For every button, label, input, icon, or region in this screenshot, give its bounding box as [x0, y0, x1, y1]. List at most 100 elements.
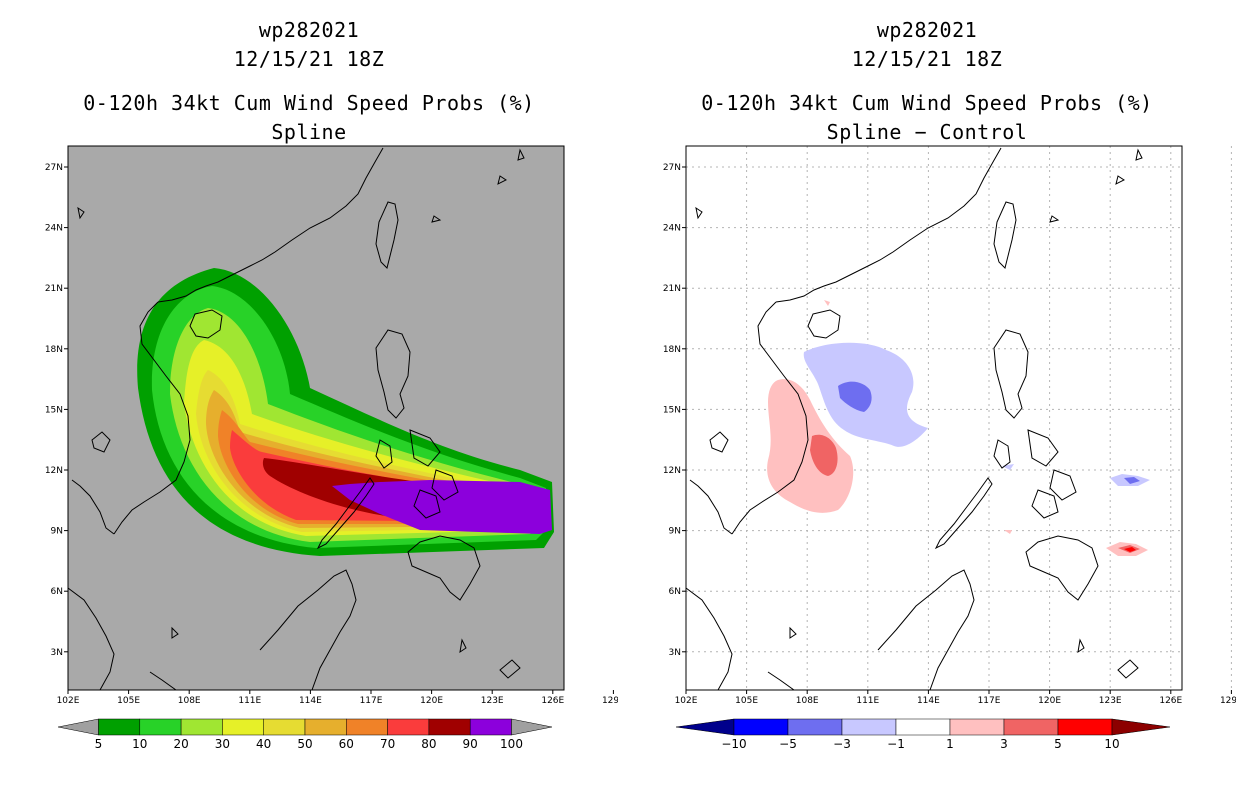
colorbar-segment: [469, 718, 512, 736]
colorbar-label: 40: [256, 737, 271, 751]
lon-axis: 102E 105E 108E 111E 114E 117E 120E 123E 126E 129E: [57, 690, 618, 706]
map-background: [686, 146, 1182, 690]
colorbar-segment: [949, 718, 1005, 736]
probability-swath: [137, 268, 554, 556]
colorbar-label: −10: [721, 737, 746, 751]
lat-label: 3N: [669, 648, 681, 658]
colorbar-label: −5: [779, 737, 797, 751]
lon-label: 117E: [360, 696, 383, 706]
colorbar-label: 90: [463, 737, 478, 751]
lat-label: 12N: [663, 466, 681, 476]
colorbar-segment: [304, 718, 347, 736]
subtitle: Spline − Control: [826, 120, 1028, 144]
subtitle: Spline: [271, 120, 347, 144]
colorbar-segment: [895, 718, 951, 736]
colorbar-segment: [733, 718, 789, 736]
colorbar-label: 70: [380, 737, 395, 751]
lat-label: 6N: [51, 587, 63, 597]
colorbar-segment: [263, 718, 306, 736]
left-map-svg: 27N 24N 21N 18N 15N 12N 9N 6N 3N 102E 105E 108E 111…: [45, 145, 618, 751]
lon-label: 123E: [1099, 696, 1122, 706]
lat-label: 21N: [663, 284, 681, 294]
colorbar-arrow-low: [675, 718, 735, 736]
colorbar-label: −1: [887, 737, 905, 751]
colorbar-label: 5: [1054, 737, 1062, 751]
lat-label: 15N: [45, 405, 63, 415]
lat-label: 18N: [663, 345, 681, 355]
colorbar-label: 10: [1104, 737, 1119, 751]
difference-contours: [767, 300, 1150, 556]
storm-id: wp282021: [258, 18, 360, 42]
lat-label: 15N: [663, 405, 681, 415]
lon-label: 114E: [299, 696, 322, 706]
lon-label: 108E: [178, 696, 201, 706]
lat-label: 24N: [45, 224, 63, 234]
lat-label: 24N: [663, 224, 681, 234]
storm-id: wp282021: [876, 18, 978, 42]
lat-label: 9N: [51, 527, 63, 537]
colorbar-arrow-low: [57, 718, 99, 736]
colorbar-label: 80: [421, 737, 436, 751]
colorbar-left: 5 10 20 30 40 50 60 70 80 90 100: [57, 718, 553, 751]
colorbar-label: 100: [500, 737, 523, 751]
lon-label: 129E: [602, 696, 618, 706]
lon-label: 117E: [978, 696, 1001, 706]
colorbar-arrow-high: [1111, 718, 1171, 736]
map-frame: [67, 145, 565, 691]
lon-label: 123E: [481, 696, 504, 706]
colorbar-segment: [222, 718, 264, 736]
lon-label: 126E: [541, 696, 564, 706]
lon-label: 111E: [856, 696, 879, 706]
lon-label: 102E: [57, 696, 80, 706]
right-panel: wp282021 12/15/21 18Z 0-120h 34kt Cum Wi…: [618, 0, 1236, 800]
lon-label: 102E: [675, 696, 698, 706]
colorbar-label: 20: [173, 737, 188, 751]
map-frame: [685, 145, 1183, 691]
lon-label: 120E: [1038, 696, 1061, 706]
colorbar-label: 50: [297, 737, 312, 751]
lat-label: 3N: [51, 648, 63, 658]
lat-label: 12N: [45, 466, 63, 476]
lat-label: 27N: [663, 163, 681, 173]
colorbar-segment: [1003, 718, 1059, 736]
lat-label: 21N: [45, 284, 63, 294]
lon-label: 108E: [796, 696, 819, 706]
lat-axis: 27N 24N 21N 18N 15N 12N 9N 6N 3N: [663, 163, 686, 658]
datetime: 12/15/21 18Z: [233, 47, 385, 71]
colorbar-right: −10 −5 −3 −1 1 3 5 10: [675, 718, 1171, 751]
colorbar-segment: [98, 718, 141, 736]
lon-label: 120E: [420, 696, 443, 706]
lon-label: 111E: [238, 696, 261, 706]
colorbar-label: 5: [95, 737, 103, 751]
colorbar-label: 3: [1000, 737, 1008, 751]
colorbar-label: 60: [339, 737, 354, 751]
colorbar-label: 1: [946, 737, 954, 751]
lon-label: 126E: [1159, 696, 1182, 706]
colorbar-segment: [428, 718, 471, 736]
colorbar-label: −3: [833, 737, 851, 751]
lon-label: 129E: [1220, 696, 1236, 706]
colorbar-segment: [180, 718, 223, 736]
colorbar-segment: [139, 718, 182, 736]
colorbar-label: 10: [132, 737, 147, 751]
colorbar-label: 30: [215, 737, 230, 751]
lat-label: 9N: [669, 527, 681, 537]
lat-label: 18N: [45, 345, 63, 355]
left-panel: wp282021 12/15/21 18Z 0-120h 34kt Cum Wi…: [45, 18, 618, 751]
datetime: 12/15/21 18Z: [851, 47, 1003, 71]
lat-label: 27N: [45, 163, 63, 173]
colorbar-segment: [841, 718, 897, 736]
colorbar-arrow-high: [511, 718, 553, 736]
colorbar-segment: [787, 718, 843, 736]
lon-label: 105E: [117, 696, 140, 706]
lon-label: 105E: [735, 696, 758, 706]
product-title: 0-120h 34kt Cum Wind Speed Probs (%): [83, 91, 535, 115]
colorbar-segment: [1057, 718, 1113, 736]
colorbar-segment: [346, 718, 388, 736]
colorbar-segment: [387, 718, 430, 736]
lat-label: 6N: [669, 587, 681, 597]
lon-label: 114E: [917, 696, 940, 706]
lon-axis: 102E 105E 108E 111E 114E 117E 120E 123E 126E 129E: [675, 690, 1236, 706]
product-title: 0-120h 34kt Cum Wind Speed Probs (%): [701, 91, 1153, 115]
